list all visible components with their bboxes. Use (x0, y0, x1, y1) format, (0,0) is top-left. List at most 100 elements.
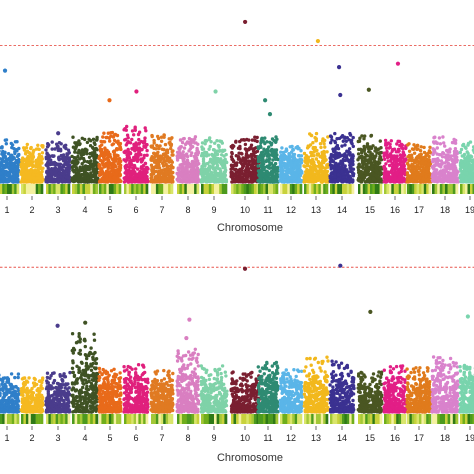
density-cell (428, 184, 432, 194)
snp-point (392, 154, 396, 159)
snp-point (45, 175, 49, 179)
snp-point (56, 174, 60, 179)
density-cell (113, 184, 117, 194)
snp-point (213, 170, 217, 174)
snp-point (199, 172, 203, 176)
snp-point (97, 162, 101, 167)
snp-point (129, 160, 133, 164)
snp-point (82, 159, 87, 163)
density-cell (168, 184, 171, 194)
snp-point (203, 150, 207, 154)
snp-point (175, 158, 180, 162)
density-cell (370, 184, 373, 194)
chromosome-10-points (229, 135, 261, 184)
density-cell (287, 184, 290, 194)
snp-point (143, 161, 147, 166)
density-cell (306, 184, 310, 194)
snp-point (387, 163, 392, 168)
snp-point (196, 170, 201, 174)
snp-point (6, 152, 11, 156)
density-cell (297, 184, 300, 194)
outlier-point (134, 89, 139, 94)
snp-point (223, 157, 227, 161)
snp-point (230, 151, 234, 156)
snp-point (169, 137, 173, 141)
snp-point (294, 166, 299, 170)
snp-point (7, 162, 11, 166)
snp-point (304, 161, 308, 165)
snp-point (337, 154, 342, 159)
snp-point (118, 173, 123, 177)
snp-point (297, 146, 301, 151)
snp-point (70, 177, 74, 182)
density-cell (346, 184, 350, 194)
snp-point (63, 162, 67, 166)
snp-point (111, 135, 116, 139)
density-cell (92, 184, 96, 194)
snp-point (265, 165, 269, 169)
snp-point (398, 160, 403, 165)
snp-point (88, 144, 93, 148)
density-cell (241, 184, 244, 194)
snp-point (111, 169, 116, 174)
density-cell (23, 184, 27, 194)
snp-point (92, 153, 97, 158)
snp-point (243, 159, 247, 163)
density-cell (40, 184, 44, 194)
density-cell (196, 184, 200, 194)
snp-point (176, 176, 181, 180)
snp-point (26, 179, 30, 184)
snp-point (378, 172, 382, 176)
snp-point (119, 147, 123, 152)
density-cell (58, 184, 61, 194)
snp-point (292, 155, 296, 160)
snp-point (80, 136, 85, 140)
snp-point (106, 131, 111, 135)
snp-point (109, 173, 113, 177)
snp-point (149, 144, 153, 148)
density-cell (74, 184, 78, 194)
density-cell (55, 184, 59, 194)
snp-point (92, 149, 97, 153)
snp-point (243, 142, 248, 147)
snp-point (425, 168, 429, 173)
density-cell (99, 184, 102, 194)
snp-point (0, 146, 4, 150)
snp-point (80, 149, 84, 154)
snp-point (263, 141, 267, 146)
snp-point (407, 142, 411, 146)
density-strip-chr-10 (231, 184, 260, 194)
snp-point (328, 160, 333, 164)
snp-point (118, 165, 122, 169)
density-cell (131, 184, 134, 194)
chromosome-11-points (256, 135, 280, 184)
snp-point (36, 157, 40, 161)
snp-point (110, 157, 115, 161)
density-cell (323, 184, 326, 194)
snp-point (87, 137, 91, 141)
density-cell (77, 184, 81, 194)
snp-point (422, 145, 426, 150)
x-tick-label: 11 (263, 205, 272, 215)
density-cell (186, 184, 190, 194)
snp-point (85, 172, 89, 176)
snp-point (67, 176, 71, 180)
snp-point (257, 173, 261, 177)
snp-point (283, 163, 288, 167)
snp-point (268, 140, 272, 144)
snp-point (408, 156, 413, 161)
snp-point (51, 170, 55, 174)
snp-point (325, 150, 329, 154)
snp-point (335, 137, 339, 141)
x-tick-label: 10 (240, 205, 250, 215)
density-cell (426, 184, 429, 194)
snp-point (224, 152, 228, 157)
snp-point (334, 162, 338, 167)
top-panel: 1 2 3 4 5 6 7 8 9 10 11 12 13 14 15 16 17 18 19 (0, 19, 474, 215)
snp-point (1, 166, 5, 171)
density-cell (280, 184, 283, 194)
snp-point (55, 145, 59, 149)
snp-point (22, 146, 26, 150)
density-cell (203, 184, 207, 194)
snp-point (32, 176, 36, 181)
